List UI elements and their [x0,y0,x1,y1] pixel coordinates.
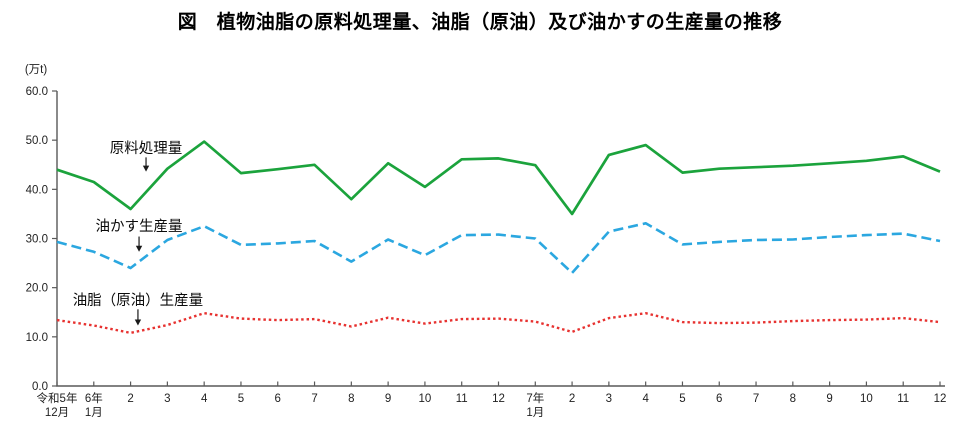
x-tick-label: 11 [456,393,468,405]
x-tick-label: 1月 [85,407,103,419]
series-line-raw-material-processing [56,140,941,216]
series-label-oil-cake-production: 油かす生産量 [96,218,183,235]
series-label-arrowhead-crude-oil-production [134,319,142,326]
series-line-oil-cake-production [56,222,941,275]
y-tick-label: 20.0 [26,283,48,295]
x-tick-label: 5 [679,393,685,405]
y-tick-label: 40.0 [26,184,48,196]
x-tick-label: 2 [127,393,133,405]
x-tick-label: 11 [897,393,909,405]
x-tick-label: 2 [569,393,575,405]
x-tick-label: 4 [642,393,649,405]
y-tick-label: 10.0 [26,332,48,344]
x-tick-label: 1月 [526,407,544,419]
series-label-arrowhead-oil-cake-production [135,245,143,252]
chart-title: 図 植物油脂の原料処理量、油脂（原油）及び油かすの生産量の推移 [177,12,783,33]
series-label-crude-oil-production: 油脂（原油）生産量 [73,292,204,309]
x-tick-label: 4 [201,393,208,405]
x-tick-label: 9 [385,393,391,405]
y-tick-label: 0.0 [32,381,48,393]
x-tick-label: 12 [492,393,505,405]
x-tick-label: 令和5年 [37,391,78,405]
x-tick-label: 7 [753,393,759,405]
x-tick-label: 12 [934,393,947,405]
x-tick-label: 3 [606,393,612,405]
y-tick-label: 30.0 [26,234,48,246]
y-axis-unit-label: (万t) [25,64,48,76]
x-tick-label: 12月 [45,407,69,419]
y-tick-label: 60.0 [26,86,48,98]
series-line-crude-oil-production [56,312,941,335]
series-label-raw-material-processing: 原料処理量 [110,140,183,157]
x-tick-label: 6年 [85,391,103,405]
x-tick-label: 8 [348,393,354,405]
x-tick-label: 7年 [526,391,544,405]
x-tick-label: 3 [164,393,170,405]
x-tick-label: 7 [311,393,317,405]
series-label-arrowhead-raw-material-processing [142,165,150,172]
x-tick-label: 9 [826,393,832,405]
x-tick-label: 6 [275,393,281,405]
y-tick-label: 50.0 [26,135,48,147]
x-tick-label: 10 [419,393,432,405]
x-tick-label: 10 [860,393,873,405]
x-tick-label: 5 [238,393,244,405]
x-tick-label: 8 [790,393,796,405]
x-tick-label: 6 [716,393,722,405]
